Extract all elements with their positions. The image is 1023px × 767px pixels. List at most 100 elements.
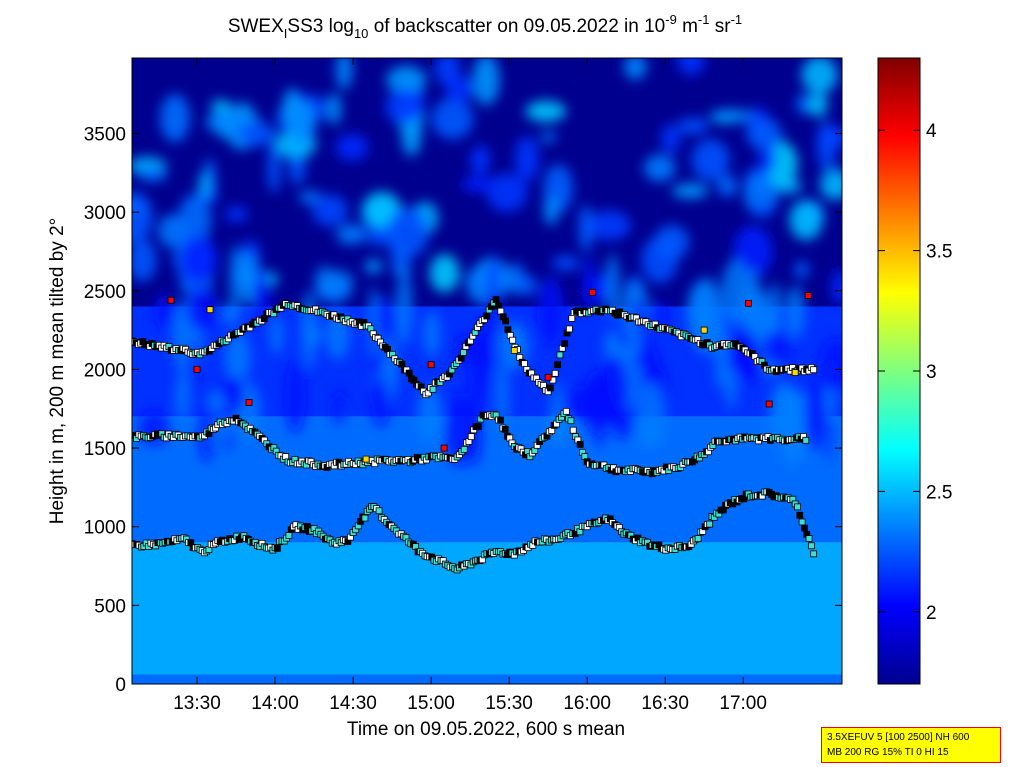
lower-layer-marker	[273, 544, 281, 552]
heatmap-patch	[831, 270, 842, 305]
x-tick-label: 14:30	[329, 693, 377, 714]
x-tick-label: 16:00	[563, 693, 611, 714]
middle-layer-marker	[576, 440, 584, 448]
heatmap-patch	[468, 329, 490, 407]
heatmap-patch	[298, 190, 322, 204]
middle-layer-marker	[567, 417, 575, 425]
plot-frame	[131, 57, 843, 685]
heatmap-patch	[677, 58, 705, 75]
upper-layer-marker	[457, 354, 465, 362]
hot-point-marker	[804, 292, 812, 299]
heatmap-patch	[643, 154, 676, 182]
upper-layer-marker	[497, 307, 505, 315]
hot-point-marker	[245, 399, 253, 406]
y-tick-label: 2000	[84, 360, 126, 381]
heatmap-patch	[390, 245, 411, 268]
hot-point-marker	[167, 296, 175, 304]
middle-layer-marker	[460, 445, 468, 453]
layer-markers	[132, 288, 818, 574]
upper-layer-marker	[521, 360, 528, 368]
heatmap-patch	[543, 195, 559, 226]
colorbar-tick-label: 4	[926, 121, 937, 142]
upper-layer-marker	[429, 385, 437, 393]
y-tick-label: 0	[115, 675, 126, 696]
y-tick-label: 3000	[84, 203, 126, 224]
x-tick-label: 13:30	[173, 693, 221, 714]
heatmap-patch	[237, 121, 276, 147]
heatmap-patch	[587, 210, 631, 241]
heatmap-patch	[224, 331, 251, 383]
heatmap-patch	[132, 239, 157, 282]
hot-point-marker	[362, 455, 370, 463]
heatmap-patch	[691, 139, 730, 182]
middle-layer-marker	[497, 416, 505, 424]
lower-layer-marker	[375, 507, 383, 515]
heatmap-patch	[540, 130, 556, 143]
y-axis: 0 500 1000 1500 2000 2500 3000 3500	[84, 124, 842, 696]
heatmap-patch	[444, 391, 476, 467]
heatmap-patch	[335, 58, 353, 90]
x-tick-label: 17:00	[719, 693, 767, 714]
heatmap-patch	[385, 89, 423, 125]
upper-layer-marker	[405, 369, 413, 377]
lower-layer-marker	[706, 520, 714, 528]
upper-layer-marker	[492, 296, 500, 303]
heatmap-patch	[801, 58, 838, 94]
lower-layer-marker	[794, 503, 801, 511]
heatmap-patch	[326, 92, 342, 125]
heatmap-patch	[507, 262, 525, 295]
middle-layer-marker	[569, 426, 577, 434]
hot-point-marker	[765, 400, 773, 408]
upper-layer-marker	[483, 312, 491, 320]
upper-layer-marker	[568, 314, 576, 322]
heatmap-patch	[472, 58, 500, 106]
heatmap-patch	[714, 316, 729, 391]
heatmap-patch	[207, 390, 225, 415]
lower-layer-marker	[694, 535, 702, 543]
heatmap-patch	[721, 259, 751, 326]
heatmap-patch	[761, 330, 793, 366]
x-tick-label: 15:30	[485, 693, 533, 714]
heatmap-patch	[386, 207, 429, 258]
middle-layer-marker	[474, 423, 482, 430]
heatmap-ground-band	[132, 674, 842, 684]
heatmap-patch	[709, 109, 741, 124]
heatmap-patch	[395, 270, 413, 345]
heatmap-patch	[808, 92, 828, 117]
heatmap-patch	[525, 100, 567, 122]
heatmap-patch	[270, 315, 284, 355]
heatmap-patch	[746, 119, 783, 150]
heatmap-patch	[198, 171, 213, 200]
lower-layer-marker	[805, 535, 813, 542]
heatmap-patch	[229, 244, 242, 315]
lower-layer-marker	[798, 518, 806, 526]
heatmap-patch	[431, 98, 474, 140]
lower-layer-marker	[801, 524, 808, 532]
heatmap-patch	[137, 168, 168, 182]
chart-title: SWEXISS3 log10 of backscatter on 09.05.2…	[228, 12, 742, 41]
heatmap-patch	[690, 277, 723, 355]
heatmap-patch	[752, 203, 773, 218]
hot-point-marker	[544, 373, 552, 381]
x-tick-label: 14:00	[251, 693, 299, 714]
heatmap-patch	[717, 175, 738, 197]
heatmap-patch	[417, 385, 442, 444]
hot-point-marker	[791, 369, 799, 376]
x-axis-label: Time on 09.05.2022, 600 s mean	[347, 719, 625, 740]
middle-layer-marker	[562, 407, 570, 415]
heatmap-patch	[514, 136, 540, 182]
heatmap-patch	[495, 266, 512, 293]
heatmap-patch	[488, 253, 499, 301]
x-axis: 13:30 14:00 14:30 15:00 15:30 16:00 16:30 17:00	[173, 58, 767, 714]
hot-point-marker	[744, 299, 752, 307]
heatmap-patch	[314, 265, 336, 297]
heatmap-patch	[582, 255, 595, 314]
upper-layer-marker	[460, 349, 467, 356]
lower-layer-marker	[361, 514, 369, 522]
heatmap-patch	[386, 65, 427, 95]
heatmap-patch	[775, 178, 802, 194]
heatmap-patch	[599, 355, 629, 424]
lower-layer-marker	[810, 550, 818, 558]
heatmap-patch	[160, 94, 190, 143]
